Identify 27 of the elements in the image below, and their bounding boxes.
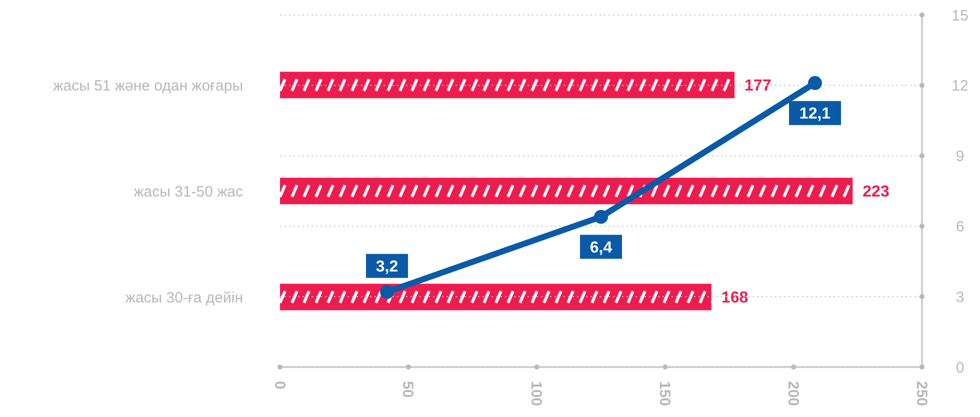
y-tick-label: 6 (956, 218, 964, 236)
data-label: 168 (721, 290, 748, 307)
x-tick-label: 0 (270, 381, 288, 390)
x-tick-label: 200 (784, 381, 802, 406)
data-label: 3,2 (376, 258, 398, 276)
y-tick-label: 12 (952, 78, 968, 95)
point (594, 210, 608, 224)
x-tick-label: 250 (912, 381, 930, 406)
x-tick-label: 50 (399, 381, 416, 398)
data-label: 177 (744, 78, 772, 95)
y-tick-label: жасы 51 және одан жоғары (53, 77, 243, 94)
y-tick-label: жасы 31-50 жас (134, 183, 244, 200)
data-label: 12,1 (799, 106, 831, 123)
data-label: 6,4 (590, 239, 612, 256)
x-tick-label: 100 (528, 381, 545, 406)
y-tick-label: 15 (952, 7, 968, 24)
point (808, 76, 822, 90)
bar (280, 178, 853, 204)
bar (280, 284, 712, 310)
y-tick-label: 9 (956, 148, 964, 166)
x-tick-label: 150 (656, 381, 673, 406)
y-tick-label: 3 (956, 288, 964, 306)
y-tick-label: 0 (956, 359, 964, 376)
point (380, 284, 394, 299)
y-tick-label: жасы 30-ға дейін (125, 289, 243, 306)
bar (280, 72, 735, 98)
data-label: 223 (862, 184, 890, 201)
